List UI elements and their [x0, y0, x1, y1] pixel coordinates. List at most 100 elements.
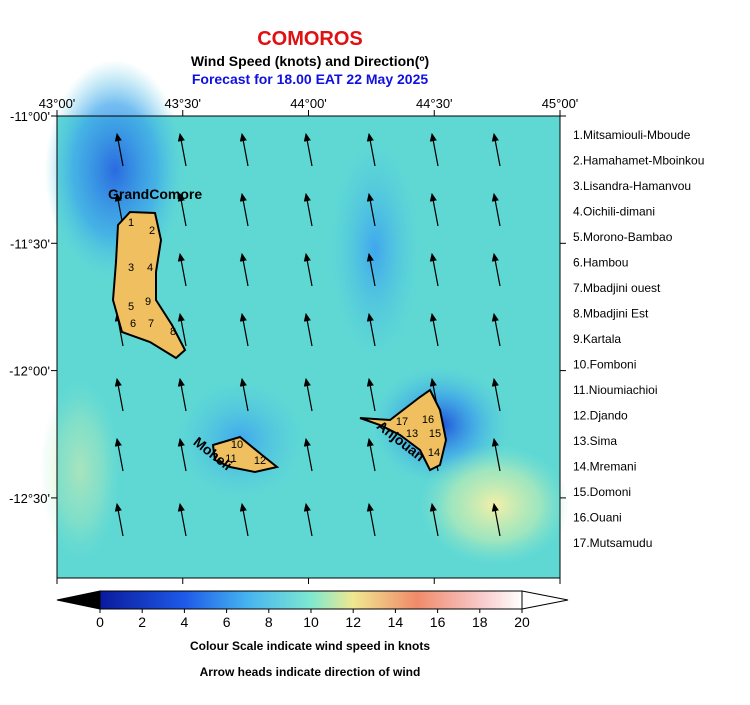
- island: [111, 210, 187, 360]
- wind-arrow: [491, 132, 501, 167]
- district-number: 1: [128, 217, 134, 229]
- wind-arrow: [429, 132, 439, 167]
- district-number: 3: [128, 262, 134, 274]
- field-high: [420, 445, 570, 565]
- wind-arrow: [366, 377, 376, 412]
- wind-arrow: [239, 192, 249, 227]
- colorbar-label: 8: [265, 614, 273, 630]
- colorbar-label: 12: [345, 614, 361, 630]
- wind-arrow: [239, 132, 249, 167]
- title: COMOROS: [257, 28, 363, 50]
- colorbar-label: 14: [388, 614, 404, 630]
- colorbar-label: 20: [514, 614, 530, 630]
- district-number: 14: [428, 447, 440, 459]
- colorbar-label: 10: [303, 614, 319, 630]
- wind-arrow: [366, 437, 376, 472]
- lon-tick-label: 44°00': [290, 96, 327, 111]
- legend-entry: 15.Domoni: [573, 485, 631, 499]
- wind-arrow: [177, 437, 187, 472]
- legend-entry: 16.Ouani: [573, 511, 622, 525]
- lat-tick-label: -12°30': [9, 491, 50, 506]
- forecast: Forecast for 18.00 EAT 22 May 2025: [192, 71, 429, 87]
- lon-tick-label: 43°00': [39, 96, 76, 111]
- colorbar-label: 0: [96, 614, 104, 630]
- wind-arrow: [114, 437, 124, 472]
- legend-entry: 2.Hamahamet-Mboinkou: [573, 154, 704, 168]
- wind-arrow: [429, 252, 439, 287]
- colorbar-label: 4: [181, 614, 189, 630]
- wind-arrow: [491, 252, 501, 287]
- legend-entry: 1.Mitsamiouli-Mboude: [573, 128, 691, 142]
- district-number: 5: [128, 301, 134, 313]
- wind-arrow: [429, 312, 439, 347]
- legend-entry: 13.Sima: [573, 434, 617, 448]
- district-number: 6: [130, 318, 136, 330]
- district-number: 9: [145, 296, 151, 308]
- wind-arrow: [303, 312, 313, 347]
- legend-entry: 7.Mbadjini ouest: [573, 281, 661, 295]
- colorbar-label: 2: [138, 614, 146, 630]
- wind-arrow: [177, 377, 187, 412]
- wind-arrow: [303, 437, 313, 472]
- wind-arrow: [177, 502, 187, 537]
- field-high: [40, 380, 120, 560]
- legend-entry: 4.Oichili-dimani: [573, 205, 655, 219]
- legend-entry: 8.Mbadjini Est: [573, 307, 649, 321]
- legend-entry: 17.Mutsamudu: [573, 536, 652, 550]
- wind-arrow: [366, 312, 376, 347]
- legend-entry: 3.Lisandra-Hamanvou: [573, 179, 691, 193]
- wind-arrow: [429, 502, 439, 537]
- wind-arrow: [303, 502, 313, 537]
- legend-entry: 11.Nioumiachioi: [573, 383, 658, 397]
- wind-arrow: [114, 502, 124, 537]
- district-number: 7: [148, 318, 154, 330]
- legend-entry: 12.Djando: [573, 409, 628, 423]
- caption: Colour Scale indicate wind speed in knot…: [190, 639, 430, 653]
- wind-arrow: [366, 192, 376, 227]
- district-number: 17: [396, 416, 408, 428]
- wind-arrow: [491, 502, 501, 537]
- lon-tick-label: 44°30': [416, 96, 453, 111]
- wind-arrow: [114, 377, 124, 412]
- district-number: 13: [406, 428, 418, 440]
- wind-arrow: [303, 192, 313, 227]
- district-number: 2: [149, 225, 155, 237]
- wind-arrow: [303, 377, 313, 412]
- colorbar-high: [521, 590, 569, 610]
- district-number: 12: [254, 455, 266, 467]
- island: [359, 388, 448, 472]
- field-low: [45, 60, 185, 280]
- legend-entry: 14.Mremani: [573, 460, 636, 474]
- colorbar-low: [56, 590, 101, 610]
- wind-arrow: [177, 192, 187, 227]
- field-low: [330, 140, 420, 360]
- colorbar: [99, 590, 523, 610]
- legend-entry: 10.Fomboni: [573, 358, 636, 372]
- island: [211, 435, 280, 474]
- wind-arrow: [491, 377, 501, 412]
- wind-arrow: [177, 132, 187, 167]
- wind-arrow: [429, 192, 439, 227]
- wind-arrow: [491, 312, 501, 347]
- district-number: 4: [147, 262, 153, 274]
- wind-arrow: [491, 192, 501, 227]
- wind-arrow: [239, 312, 249, 347]
- wind-arrow: [366, 132, 376, 167]
- colorbar-label: 6: [223, 614, 231, 630]
- wind-arrow: [491, 437, 501, 472]
- colorbar-label: 16: [430, 614, 446, 630]
- wind-arrow: [239, 502, 249, 537]
- district-number: 11: [225, 453, 236, 465]
- lat-tick-label: -12°00': [9, 364, 50, 379]
- lon-tick-label: 43°30': [164, 96, 201, 111]
- wind-arrow: [366, 502, 376, 537]
- map-area: [40, 60, 570, 579]
- district-number: 10: [231, 439, 243, 451]
- legend-entry: 9.Kartala: [573, 332, 621, 346]
- wind-arrow: [239, 252, 249, 287]
- subtitle: Wind Speed (knots) and Direction(º): [191, 53, 429, 69]
- legend-entry: 6.Hambou: [573, 256, 628, 270]
- wind-arrow: [303, 252, 313, 287]
- district-number: 15: [429, 428, 441, 440]
